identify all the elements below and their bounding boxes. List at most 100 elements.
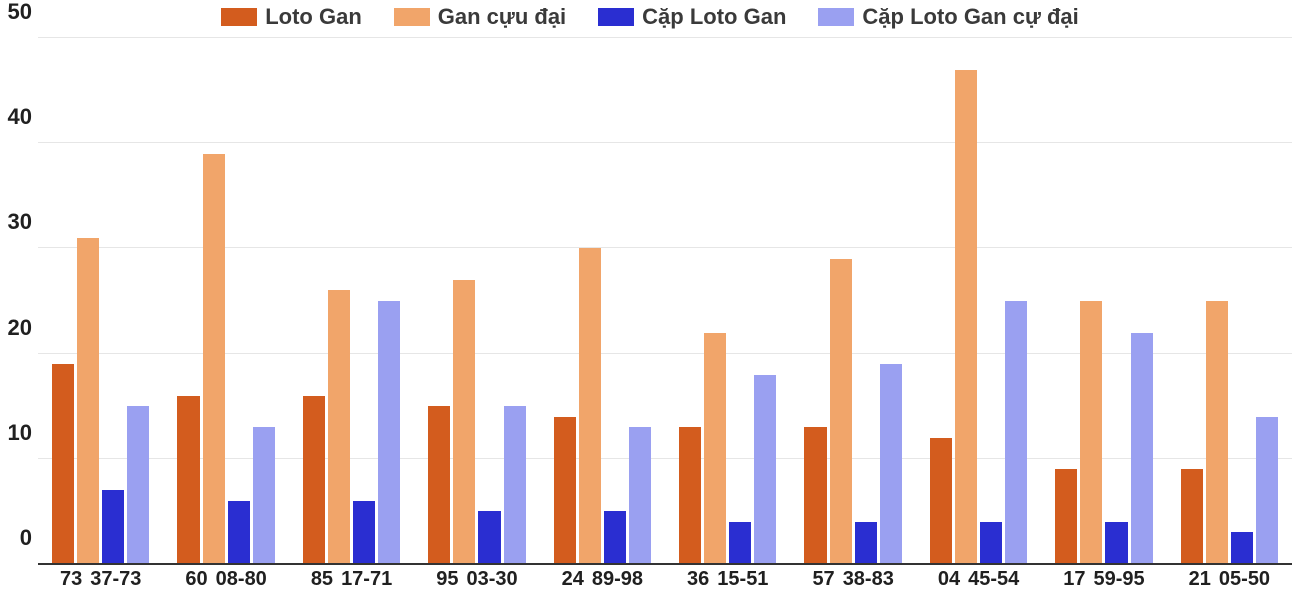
bars — [790, 38, 915, 564]
bar[interactable] — [880, 364, 902, 564]
bars — [289, 38, 414, 564]
bar[interactable] — [754, 375, 776, 564]
x-tick-group: 04 45-54 — [916, 564, 1041, 600]
x-tick-group: 85 17-71 — [289, 564, 414, 600]
x-tick-label-secondary: 15-51 — [717, 568, 768, 591]
bar[interactable] — [830, 259, 852, 564]
bar[interactable] — [629, 427, 651, 564]
bar-group — [289, 38, 414, 564]
x-tick-label-primary: 21 — [1189, 568, 1211, 591]
bars — [916, 38, 1041, 564]
x-tick-group: 73 37-73 — [38, 564, 163, 600]
legend-item[interactable]: Cặp Loto Gan — [598, 4, 786, 30]
bar[interactable] — [453, 280, 475, 564]
bar[interactable] — [1256, 417, 1278, 564]
x-tick-label-primary: 04 — [938, 568, 960, 591]
x-tick-group: 21 05-50 — [1167, 564, 1292, 600]
bar[interactable] — [579, 248, 601, 564]
y-tick-label: 0 — [20, 525, 38, 551]
bar[interactable] — [554, 417, 576, 564]
x-tick-label-secondary: 08-80 — [216, 568, 267, 591]
bars — [665, 38, 790, 564]
bar[interactable] — [1206, 301, 1228, 564]
bar-group — [38, 38, 163, 564]
bars — [38, 38, 163, 564]
y-tick-label: 10 — [8, 420, 38, 446]
legend-label: Gan cựu đại — [438, 4, 566, 30]
bar[interactable] — [955, 70, 977, 564]
bar[interactable] — [1131, 333, 1153, 564]
x-tick-group: 24 89-98 — [540, 564, 665, 600]
legend-label: Loto Gan — [265, 4, 362, 30]
bar[interactable] — [679, 427, 701, 564]
bar-group — [163, 38, 288, 564]
x-tick-label-secondary: 17-71 — [341, 568, 392, 591]
bar[interactable] — [127, 406, 149, 564]
x-tick-label-secondary: 59-95 — [1094, 568, 1145, 591]
x-tick-label-primary: 73 — [60, 568, 82, 591]
bar[interactable] — [1080, 301, 1102, 564]
legend-item[interactable]: Cặp Loto Gan cự đại — [818, 4, 1078, 30]
y-tick-label: 50 — [8, 0, 38, 25]
bar[interactable] — [729, 522, 751, 564]
legend-swatch — [818, 8, 854, 26]
bar[interactable] — [203, 154, 225, 564]
bar-group — [414, 38, 539, 564]
bar[interactable] — [930, 438, 952, 564]
bar[interactable] — [77, 238, 99, 564]
bar[interactable] — [1005, 301, 1027, 564]
bars — [540, 38, 665, 564]
bar[interactable] — [378, 301, 400, 564]
bar[interactable] — [980, 522, 1002, 564]
chart: Loto Gan Gan cựu đại Cặp Loto Gan Cặp Lo… — [0, 0, 1300, 600]
legend-label: Cặp Loto Gan cự đại — [862, 4, 1078, 30]
x-tick-label-secondary: 37-73 — [90, 568, 141, 591]
bar[interactable] — [428, 406, 450, 564]
x-tick-label-secondary: 03-30 — [466, 568, 517, 591]
bar-group — [790, 38, 915, 564]
bar[interactable] — [102, 490, 124, 564]
bars — [414, 38, 539, 564]
bar[interactable] — [328, 290, 350, 564]
legend: Loto Gan Gan cựu đại Cặp Loto Gan Cặp Lo… — [0, 0, 1300, 30]
x-tick-label-primary: 85 — [311, 568, 333, 591]
legend-item[interactable]: Loto Gan — [221, 4, 362, 30]
bar[interactable] — [303, 396, 325, 564]
bar[interactable] — [1181, 469, 1203, 564]
legend-swatch — [221, 8, 257, 26]
y-tick-label: 30 — [8, 209, 38, 235]
x-tick-label-secondary: 45-54 — [968, 568, 1019, 591]
bar[interactable] — [353, 501, 375, 564]
bar-group — [1041, 38, 1166, 564]
bar[interactable] — [504, 406, 526, 564]
bar[interactable] — [52, 364, 74, 564]
bar[interactable] — [704, 333, 726, 564]
bar[interactable] — [253, 427, 275, 564]
bar[interactable] — [228, 501, 250, 564]
bar[interactable] — [1055, 469, 1077, 564]
bar[interactable] — [478, 511, 500, 564]
bar-groups — [38, 38, 1292, 564]
bar[interactable] — [804, 427, 826, 564]
x-tick-label-primary: 95 — [436, 568, 458, 591]
x-tick-label-primary: 57 — [812, 568, 834, 591]
legend-item[interactable]: Gan cựu đại — [394, 4, 566, 30]
bar[interactable] — [604, 511, 626, 564]
legend-label: Cặp Loto Gan — [642, 4, 786, 30]
x-tick-group: 6008-80 — [163, 564, 288, 600]
x-tick-group: 5738-83 — [790, 564, 915, 600]
bar[interactable] — [1231, 532, 1253, 564]
x-tick-group: 36 15-51 — [665, 564, 790, 600]
x-tick-label-primary: 36 — [687, 568, 709, 591]
bar[interactable] — [1105, 522, 1127, 564]
x-axis: 73 37-73 6008-80 85 17-71 95 03-30 24 89-98 36 15-… — [38, 564, 1292, 600]
bar-group — [665, 38, 790, 564]
x-tick-label-primary: 24 — [562, 568, 584, 591]
x-tick-label-secondary: 05-50 — [1219, 568, 1270, 591]
bar[interactable] — [177, 396, 199, 564]
y-tick-label: 20 — [8, 315, 38, 341]
bar[interactable] — [855, 522, 877, 564]
bar-group — [540, 38, 665, 564]
x-tick-label-secondary: 89-98 — [592, 568, 643, 591]
y-tick-label: 40 — [8, 104, 38, 130]
